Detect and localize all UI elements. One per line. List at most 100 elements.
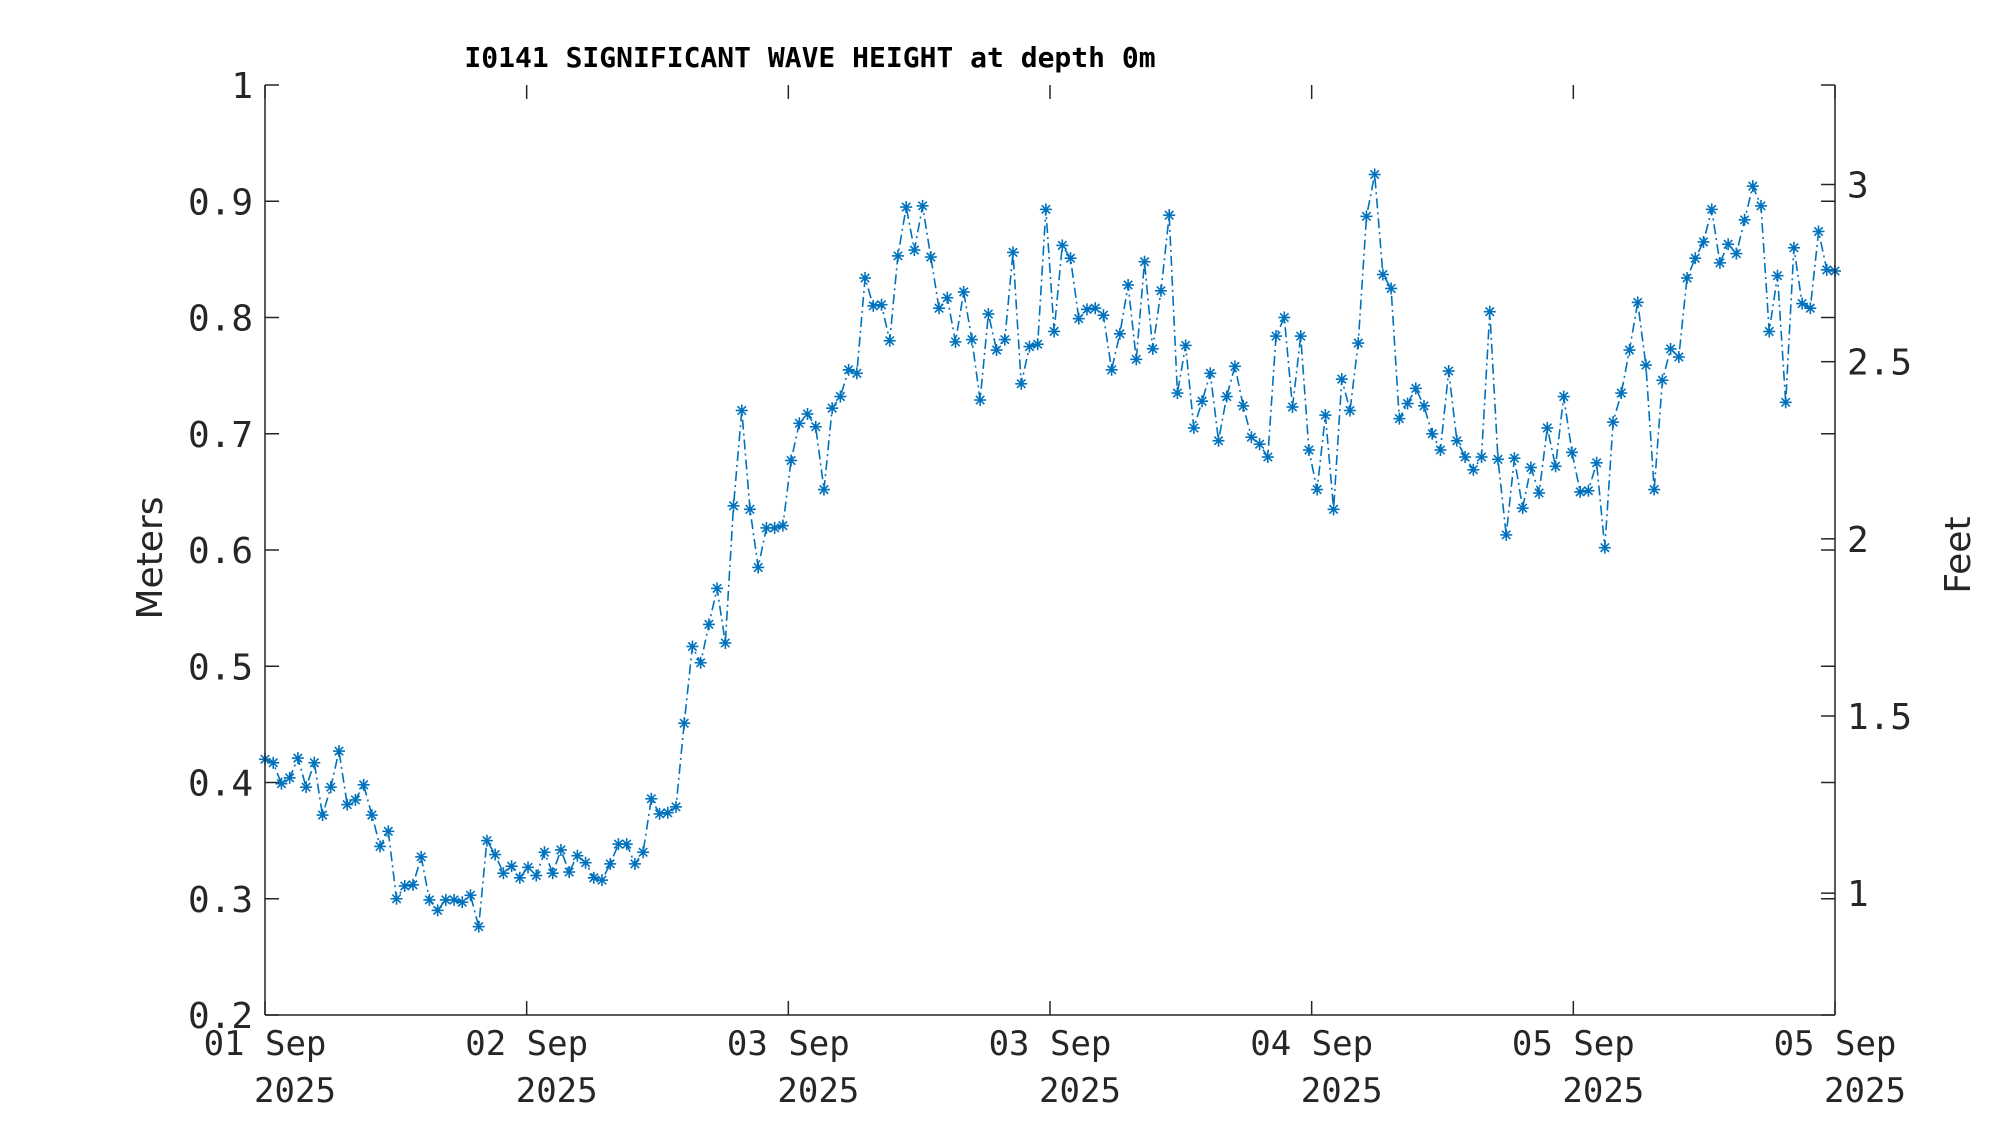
data-point-marker — [965, 333, 978, 346]
data-point-marker — [1500, 528, 1513, 541]
data-point-marker — [801, 407, 814, 420]
series-layer — [259, 168, 1841, 933]
data-point-marker — [1763, 325, 1776, 338]
data-point-marker — [300, 781, 313, 794]
data-point-marker — [365, 809, 378, 822]
data-point-marker — [390, 892, 403, 905]
y2-tick-label: 2 — [1847, 520, 1869, 561]
data-point-marker — [341, 798, 354, 811]
y-tick-label: 0.5 — [188, 647, 253, 688]
chart-title: I0141 SIGNIFICANT WAVE HEIGHT at depth 0… — [464, 41, 1155, 74]
data-point-marker — [423, 893, 436, 906]
data-point-marker — [1450, 434, 1463, 447]
data-point-marker — [497, 867, 510, 880]
data-point-marker — [686, 640, 699, 653]
data-point-marker — [1755, 199, 1768, 212]
data-point-marker — [1664, 342, 1677, 355]
data-point-marker — [489, 848, 502, 861]
x-tick-label-year: 2025 — [1562, 1071, 1644, 1111]
y-tick-label: 0.6 — [188, 531, 253, 572]
data-point-marker — [727, 499, 740, 512]
data-point-marker — [1812, 225, 1825, 238]
y-tick-label: 0.9 — [188, 182, 253, 223]
data-point-marker — [1212, 434, 1225, 447]
data-point-marker — [1516, 502, 1529, 515]
data-point-marker — [669, 800, 682, 813]
data-point-marker — [1738, 213, 1751, 226]
data-point-marker — [809, 420, 822, 433]
data-point-marker — [1187, 421, 1200, 434]
data-point-marker — [563, 866, 576, 879]
data-point-marker — [546, 867, 559, 880]
data-point-marker — [1327, 503, 1340, 516]
x-tick-label-year: 2025 — [254, 1071, 336, 1111]
data-point-marker — [645, 792, 658, 805]
data-point-marker — [859, 271, 872, 284]
data-point-marker — [1204, 367, 1217, 380]
data-point-marker — [1146, 342, 1159, 355]
data-point-marker — [1245, 431, 1258, 444]
data-point-marker — [1796, 297, 1809, 310]
data-point-marker — [1286, 401, 1299, 414]
data-point-marker — [974, 394, 987, 407]
data-point-marker — [834, 390, 847, 403]
right-y-axis: 1 1.5 2 2.5 3 — [1821, 166, 1912, 915]
data-point-marker — [1261, 451, 1274, 463]
x-axis: 01 Sep 2025 02 Sep 2025 03 Sep 2025 03 Sep 2025… — [204, 85, 1906, 1111]
data-point-marker — [1459, 451, 1472, 463]
data-point-marker — [530, 869, 543, 882]
data-point-marker — [1574, 485, 1587, 498]
data-point-marker — [332, 745, 345, 758]
data-point-marker — [933, 302, 946, 315]
data-point-marker — [1080, 303, 1093, 316]
data-point-marker — [1344, 404, 1357, 417]
data-point-marker — [1533, 487, 1546, 500]
data-point-marker — [949, 335, 962, 348]
data-point-marker — [743, 503, 756, 516]
y-tick-label: 0.7 — [188, 415, 253, 456]
data-point-marker — [1804, 302, 1817, 315]
y2-tick-label: 3 — [1847, 166, 1869, 207]
data-point-marker — [1648, 483, 1661, 496]
data-point-marker — [291, 752, 304, 765]
data-point-marker — [1639, 359, 1652, 372]
x-tick-label-date: 05 Sep — [1512, 1024, 1635, 1064]
y2-tick-label: 2.5 — [1847, 343, 1912, 384]
data-point-marker — [768, 521, 781, 534]
data-point-marker — [1319, 409, 1332, 422]
data-point-marker — [554, 843, 567, 856]
data-point-marker — [349, 793, 362, 806]
data-point-marker — [1023, 340, 1036, 353]
data-point-marker — [1598, 541, 1611, 554]
data-point-marker — [637, 846, 650, 859]
data-point-marker — [1253, 438, 1266, 451]
series-line — [264, 174, 1836, 927]
data-point-marker — [982, 308, 995, 321]
data-point-marker — [1056, 239, 1069, 252]
data-point-marker — [990, 344, 1003, 357]
data-point-marker — [1418, 399, 1431, 412]
x-tick-label-date: 05 Sep — [1774, 1024, 1897, 1064]
data-point-marker — [398, 879, 411, 892]
data-point-marker — [1541, 421, 1554, 434]
data-point-marker — [464, 889, 477, 902]
data-point-marker — [1442, 364, 1455, 377]
data-point-marker — [891, 249, 904, 262]
data-point-marker — [1779, 396, 1792, 409]
data-point-marker — [1015, 377, 1028, 390]
data-point-marker — [1689, 252, 1702, 265]
x-tick-label-date: 03 Sep — [989, 1024, 1112, 1064]
data-point-marker — [1475, 451, 1488, 463]
y-axis-title: Meters — [130, 496, 171, 619]
data-point-marker — [1565, 446, 1578, 459]
data-point-marker — [1656, 374, 1669, 387]
data-point-marker — [719, 637, 732, 649]
data-point-marker — [1607, 416, 1620, 429]
data-point-marker — [1368, 168, 1381, 181]
data-point-marker — [1524, 461, 1537, 474]
data-point-marker — [661, 806, 674, 819]
data-point-marker — [513, 871, 526, 884]
data-point-marker — [472, 920, 485, 933]
data-point-marker — [1007, 246, 1020, 259]
data-point-marker — [456, 896, 469, 909]
